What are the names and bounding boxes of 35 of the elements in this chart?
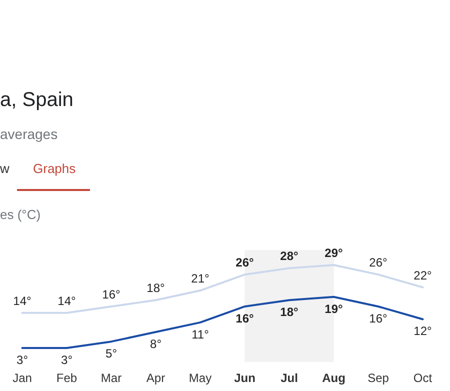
data-label: 26° xyxy=(236,256,254,270)
x-tick-label: Jul xyxy=(280,371,298,385)
data-label: 19° xyxy=(324,302,344,316)
x-tick-label: Mar xyxy=(100,371,122,385)
data-label: 5° xyxy=(106,346,118,361)
data-label: 16° xyxy=(236,311,254,326)
x-tick-label: Sep xyxy=(368,371,390,385)
data-label: 14° xyxy=(58,294,76,308)
chart-title: a, Spain xyxy=(0,89,74,112)
x-tick-label: Jan xyxy=(12,371,32,385)
data-label: 12° xyxy=(414,324,432,338)
chart-subtitle: averages xyxy=(0,126,58,142)
data-label: 22° xyxy=(414,268,432,282)
y-axis-title: es (°C) xyxy=(0,207,41,222)
data-label: 28° xyxy=(280,249,299,264)
data-label: 29° xyxy=(324,246,344,260)
x-tick-label: Aug xyxy=(322,371,346,385)
data-label: 21° xyxy=(191,272,210,286)
data-label: 14° xyxy=(13,294,32,308)
text: Graphs xyxy=(33,161,76,176)
data-label: 16° xyxy=(369,311,388,326)
data-label: 18° xyxy=(146,281,166,296)
data-label: 16° xyxy=(102,287,121,302)
x-tick-label: Apr xyxy=(146,371,166,385)
x-tick-label: Oct xyxy=(413,371,433,385)
x-tick-label: Feb xyxy=(56,371,78,385)
data-label: 8° xyxy=(150,337,162,352)
data-label: 11° xyxy=(192,327,210,342)
x-tick-label: Jun xyxy=(234,371,256,385)
data-label: 26° xyxy=(369,256,388,270)
data-label: 3° xyxy=(61,352,73,367)
data-label: 18° xyxy=(280,305,299,320)
x-tick-label: May xyxy=(188,371,212,385)
text: w xyxy=(0,161,10,176)
data-label: 3° xyxy=(16,352,28,367)
